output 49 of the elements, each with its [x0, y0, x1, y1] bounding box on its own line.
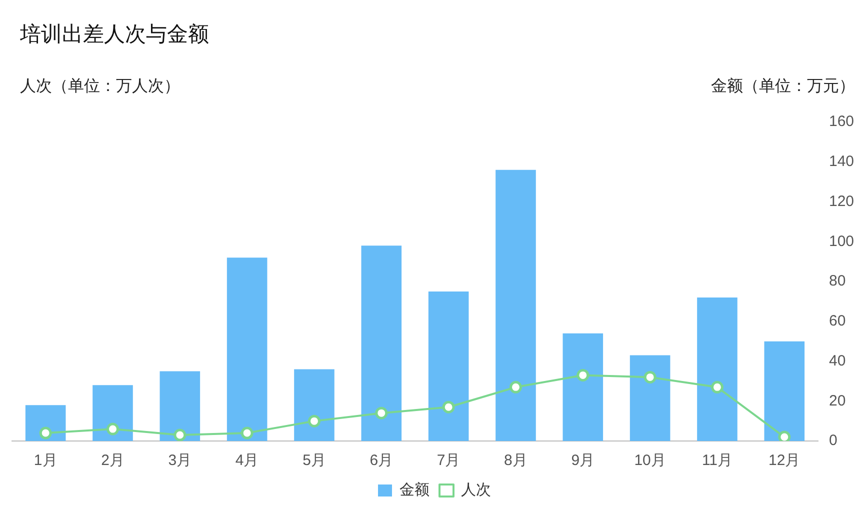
x-tick-label: 8月 [504, 452, 528, 470]
legend-label: 金额 [400, 480, 430, 498]
bar [562, 333, 604, 441]
bar [630, 355, 670, 441]
x-tick-label: 6月 [370, 452, 394, 470]
point [778, 430, 791, 441]
bar [361, 246, 402, 441]
y2-tick-label: 20 [828, 392, 846, 410]
y2-tick-label: 60 [828, 312, 846, 330]
point [509, 380, 522, 394]
bar [496, 170, 536, 441]
y2-tick-label: 80 [828, 272, 846, 290]
y-axis-title: 人次（单位：万人次） [20, 76, 180, 97]
point [442, 400, 455, 414]
point [39, 426, 52, 440]
point [375, 406, 388, 420]
x-tick-label: 9月 [571, 452, 595, 470]
point [240, 426, 254, 440]
bar [160, 371, 200, 441]
y2-tick-label: 140 [828, 153, 854, 170]
x-tick-label: 10月 [634, 452, 666, 470]
x-tick-label: 12月 [768, 452, 800, 470]
x-tick-label: 11月 [702, 452, 733, 470]
y2-tick-label: 0 [828, 432, 838, 450]
bar [697, 297, 738, 441]
bar [764, 341, 805, 441]
legend-label: 人次 [461, 480, 491, 498]
bar [92, 385, 133, 441]
y2-tick-label: 100 [828, 232, 854, 250]
x-tick-label: 2月 [101, 452, 124, 470]
bar [226, 258, 268, 441]
y2-tick-label: 160 [828, 113, 854, 130]
bar [428, 291, 469, 441]
point [106, 422, 119, 436]
x-tick-label: 4月 [235, 452, 259, 470]
point [710, 380, 724, 394]
chart-title: 培训出差人次与金额 [20, 21, 209, 48]
y2-axis-title: 金额（单位：万元） [711, 76, 855, 97]
x-tick-label: 7月 [436, 452, 460, 470]
point [576, 368, 590, 382]
x-tick-label: 3月 [168, 452, 192, 470]
x-tick-label: 1月 [34, 452, 58, 470]
point [644, 370, 656, 384]
point [308, 414, 320, 428]
y2-tick-label: 40 [828, 352, 846, 370]
point [174, 428, 186, 441]
x-tick-label: 5月 [302, 452, 326, 470]
y2-tick-label: 120 [828, 192, 854, 210]
bar [294, 369, 334, 441]
